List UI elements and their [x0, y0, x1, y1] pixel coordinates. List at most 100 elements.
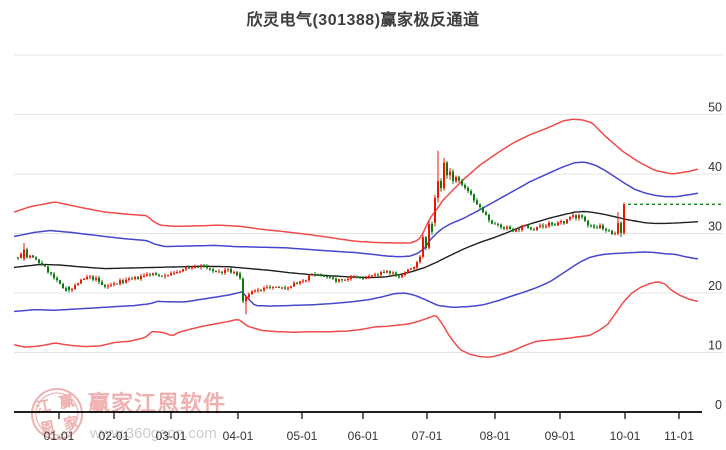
candle-body: [419, 256, 421, 263]
candle-body: [98, 278, 100, 282]
candle-body: [269, 287, 271, 289]
candle-body: [596, 227, 598, 229]
candle-body: [611, 230, 613, 234]
candle-body: [614, 233, 616, 235]
candle-body: [389, 271, 391, 274]
candle-body: [305, 280, 307, 282]
candle-body: [185, 267, 187, 270]
candle-body: [179, 271, 181, 273]
channel-middle-black-line: [13, 210, 699, 279]
candle-body: [284, 287, 286, 289]
candle-body: [416, 262, 418, 268]
x-axis-label: 07-01: [412, 429, 443, 443]
seal-outer-ring: [31, 388, 83, 440]
candle-body: [89, 276, 91, 278]
candle-body: [527, 225, 529, 228]
candle-body: [590, 225, 592, 227]
candle-body: [599, 225, 601, 229]
candle-body: [557, 222, 559, 226]
candle-body: [29, 255, 31, 258]
candle-body: [536, 226, 538, 230]
candle-body: [26, 249, 28, 258]
candle-body: [518, 228, 520, 230]
candle-body: [281, 287, 283, 289]
candle-body: [503, 227, 505, 229]
candle-body: [221, 271, 223, 273]
candle-body: [452, 171, 454, 182]
candle-body: [338, 279, 340, 282]
candle-body: [587, 220, 589, 226]
candle-body: [545, 226, 547, 228]
candle-body: [152, 273, 154, 275]
candle-body: [254, 290, 256, 292]
candle-body: [218, 271, 220, 273]
channel-lower-inner-blue-line: [13, 251, 699, 313]
candle-body: [317, 274, 319, 276]
candle-body: [110, 284, 112, 286]
gridlines-layer: [14, 54, 723, 353]
candle-body: [353, 276, 355, 278]
candle-body: [620, 222, 622, 233]
candle-body: [410, 268, 412, 270]
y-axis-label: 0: [715, 398, 722, 412]
candle-body: [194, 266, 196, 268]
seal-char: 赢: [57, 391, 75, 412]
candle-body: [50, 272, 52, 274]
channel-lines-layer: [13, 118, 699, 358]
candle-body: [368, 275, 370, 278]
watermark-url-text: www.360gann.com: [89, 425, 217, 442]
candle-body: [479, 204, 481, 208]
candle-body: [437, 181, 439, 198]
candle-body: [386, 271, 388, 273]
candle-body: [224, 269, 226, 273]
candle-body: [341, 279, 343, 281]
x-axis-label: 01-01: [44, 429, 75, 443]
candle-body: [44, 265, 46, 267]
candle-body: [533, 229, 535, 231]
candle-body: [41, 262, 43, 266]
candle-body: [122, 280, 124, 283]
candle-body: [32, 255, 34, 258]
candle-body: [374, 274, 376, 276]
candle-body: [86, 276, 88, 279]
x-axis-label: 02-01: [99, 429, 130, 443]
chart-title: 欣灵电气(301388)赢家极反通道: [246, 12, 480, 29]
candle-body: [62, 283, 64, 289]
candle-body: [23, 249, 25, 259]
candle-body: [236, 272, 238, 276]
candle-body: [500, 224, 502, 228]
candle-body: [200, 265, 202, 268]
candle-body: [137, 277, 139, 280]
candle-body: [524, 225, 526, 227]
candle-body: [383, 272, 385, 273]
y-axis-label: 10: [708, 339, 722, 353]
seal-char: 家: [62, 413, 80, 434]
candle-body: [266, 287, 268, 289]
candle-body: [212, 269, 214, 272]
candle-body: [497, 223, 499, 225]
candle-body: [551, 222, 553, 225]
candle-body: [263, 288, 265, 291]
x-axis-label: 05-01: [287, 429, 318, 443]
candle-body: [449, 171, 451, 176]
candle-body: [245, 297, 247, 302]
candle-body: [467, 187, 469, 191]
candle-body: [323, 275, 325, 277]
seal-inner-ring: [35, 392, 79, 436]
candle-body: [443, 162, 445, 189]
candle-body: [56, 277, 58, 281]
candle-body: [494, 223, 496, 225]
candle-body: [563, 221, 565, 224]
candle-body: [134, 277, 136, 279]
candle-body: [407, 269, 409, 273]
candle-body: [542, 225, 544, 227]
candle-body: [68, 287, 70, 291]
candle-body: [83, 278, 85, 280]
candle-body: [482, 207, 484, 213]
candle-body: [356, 276, 358, 278]
candle-body: [74, 285, 76, 289]
candle-body: [47, 266, 49, 273]
candle-body: [116, 283, 118, 285]
candle-body: [548, 222, 550, 227]
